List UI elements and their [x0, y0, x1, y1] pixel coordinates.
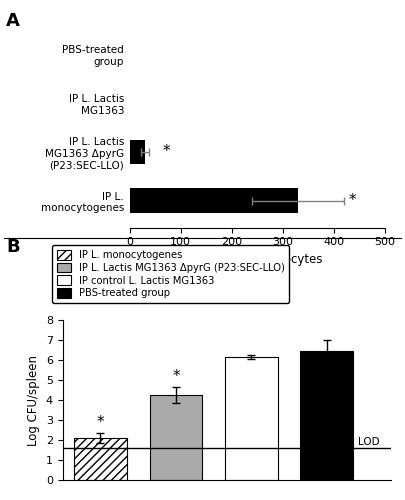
- Bar: [301, 351, 353, 480]
- X-axis label: Spots/10⁶ splenocytes: Spots/10⁶ splenocytes: [192, 253, 322, 266]
- Text: *: *: [172, 369, 180, 384]
- Text: B: B: [6, 238, 20, 256]
- Text: *: *: [349, 193, 357, 208]
- Text: A: A: [6, 12, 20, 30]
- Text: *: *: [163, 144, 171, 160]
- Bar: [149, 395, 202, 480]
- Bar: [225, 357, 278, 480]
- Text: *: *: [97, 415, 104, 430]
- Y-axis label: Log CFU/spleen: Log CFU/spleen: [28, 354, 40, 446]
- Bar: [130, 140, 145, 164]
- Legend: IP L. monocytogenes, IP L. Lactis MG1363 ΔpyrG (P23:SEC-LLO), IP control L. Lact: IP L. monocytogenes, IP L. Lactis MG1363…: [51, 245, 290, 304]
- Bar: [74, 438, 127, 480]
- Bar: [130, 188, 298, 213]
- Text: LOD: LOD: [358, 437, 380, 447]
